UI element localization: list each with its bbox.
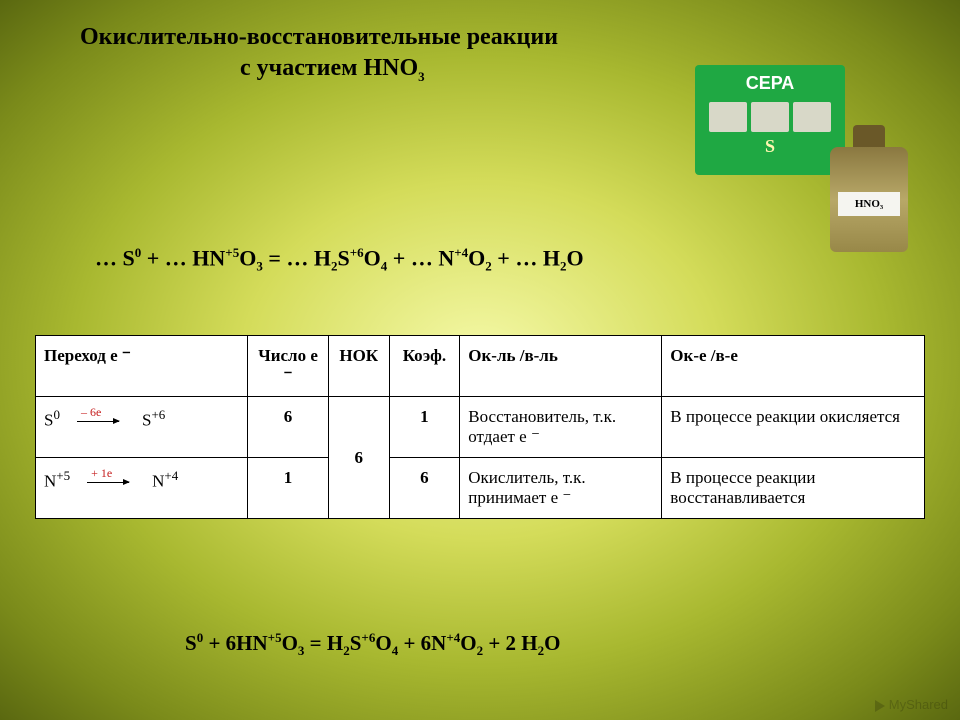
bottle-body: HNO₃ (830, 147, 908, 252)
title-line2: с участием HNO3 (240, 55, 425, 81)
balanced-equation: S0 + 6HN+5O3 = H2S+6O4 + 6N+4O2 + 2 H2O (185, 630, 561, 659)
th-num: Число e ⁻ (248, 336, 329, 397)
redox-table: Переход e ⁻ Число e ⁻ НОК Коэф. Ок-ль /в… (35, 335, 925, 519)
sera-thumb (709, 102, 747, 132)
bottle-neck (853, 125, 885, 147)
th-role: Ок-ль /в-ль (460, 336, 662, 397)
image-group: СЕРА S HNO₃ (695, 65, 915, 250)
td-nok: 6 (328, 397, 389, 519)
td-num: 6 (248, 397, 329, 458)
sera-label: СЕРА (703, 73, 837, 94)
unbalanced-equation: … S0 + … HN+5O3 = … H2S+6O4 + … N+4O2 + … (95, 245, 584, 275)
th-transition: Переход e ⁻ (36, 336, 248, 397)
table-row: N+5 + 1e N+4 1 6 Окислитель, т.к. приним… (36, 458, 925, 519)
table-row: S0 – 6e S+6 6 6 1 Восстановитель, т.к. о… (36, 397, 925, 458)
td-coef: 1 (389, 397, 460, 458)
slide-title: Окислительно-восстановительные реакции с… (80, 22, 558, 86)
bottle: HNO₃ (823, 125, 915, 255)
th-process: Ок-е /в-е (662, 336, 925, 397)
title-line1: Окислительно-восстановительные реакции (80, 24, 558, 50)
sera-thumbs (703, 102, 837, 132)
td-process: В процессе реакции окисляется (662, 397, 925, 458)
play-icon (875, 700, 885, 712)
table-header-row: Переход e ⁻ Число e ⁻ НОК Коэф. Ок-ль /в… (36, 336, 925, 397)
td-coef: 6 (389, 458, 460, 519)
td-transition: S0 – 6e S+6 (36, 397, 248, 458)
bottle-label: HNO₃ (838, 192, 900, 216)
sera-thumb (751, 102, 789, 132)
td-num: 1 (248, 458, 329, 519)
td-role: Восстановитель, т.к. отдает e ⁻ (460, 397, 662, 458)
arrow-icon: + 1e (87, 482, 135, 483)
td-transition: N+5 + 1e N+4 (36, 458, 248, 519)
td-role: Окислитель, т.к. принимает e ⁻ (460, 458, 662, 519)
arrow-icon: – 6e (77, 421, 125, 422)
th-nok: НОК (328, 336, 389, 397)
th-coef: Коэф. (389, 336, 460, 397)
td-process: В процессе реакции восстанавливается (662, 458, 925, 519)
sera-symbol: S (703, 136, 837, 157)
watermark-logo: MyShared (875, 697, 948, 712)
